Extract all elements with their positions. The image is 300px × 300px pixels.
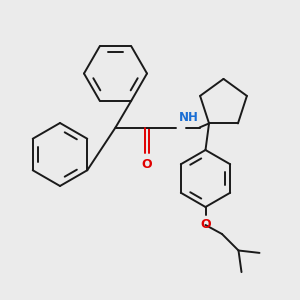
Text: NH: NH — [179, 111, 199, 124]
Text: O: O — [200, 218, 211, 231]
Text: O: O — [142, 158, 152, 171]
